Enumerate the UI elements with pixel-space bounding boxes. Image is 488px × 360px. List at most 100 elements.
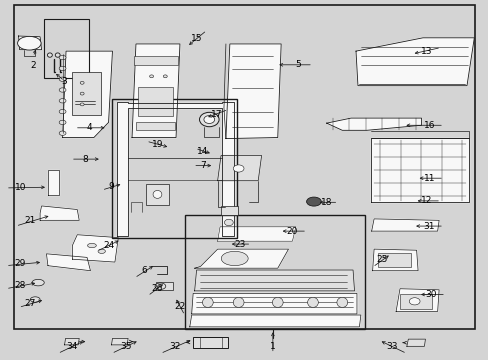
Text: 32: 32 [169,342,181,351]
Ellipse shape [80,81,84,84]
Ellipse shape [18,36,41,50]
Polygon shape [355,38,473,86]
Polygon shape [372,249,417,271]
Text: 24: 24 [102,241,114,250]
Text: 23: 23 [233,240,245,248]
Ellipse shape [202,297,213,307]
Ellipse shape [87,243,96,248]
Text: 20: 20 [286,227,298,236]
Text: 28: 28 [15,281,26,289]
Polygon shape [117,102,233,236]
Polygon shape [46,254,90,271]
Text: 35: 35 [120,342,132,351]
Ellipse shape [306,197,321,206]
Ellipse shape [80,92,84,95]
Polygon shape [326,118,421,130]
Polygon shape [370,138,468,202]
Text: 16: 16 [423,121,434,130]
Bar [138,87,173,116]
Polygon shape [217,227,295,241]
Text: 14: 14 [197,148,208,156]
Bar [145,184,169,205]
Ellipse shape [59,109,66,114]
Text: 19: 19 [152,140,163,149]
Ellipse shape [32,279,44,286]
Ellipse shape [336,297,347,307]
Polygon shape [225,44,281,139]
Text: 30: 30 [425,290,436,299]
Ellipse shape [59,120,66,125]
Ellipse shape [30,297,40,302]
Ellipse shape [80,103,84,106]
Text: 9: 9 [108,182,114,191]
Ellipse shape [408,298,419,305]
Polygon shape [19,36,41,50]
Text: 6: 6 [141,266,147,275]
Polygon shape [189,315,360,327]
Ellipse shape [59,55,66,60]
Text: 4: 4 [86,123,92,132]
Text: 15: 15 [191,34,203,43]
Bar [136,122,175,130]
Text: 11: 11 [423,174,434,183]
Polygon shape [194,270,354,291]
Text: 8: 8 [82,154,88,163]
Text: 27: 27 [24,299,36,307]
Polygon shape [48,170,59,195]
Ellipse shape [307,297,318,307]
Text: 3: 3 [61,77,67,85]
Ellipse shape [55,53,60,57]
Bar [155,282,172,290]
Text: 29: 29 [15,259,26,268]
Polygon shape [194,249,288,268]
Text: 17: 17 [210,110,222,119]
Ellipse shape [233,297,244,307]
Text: 12: 12 [420,197,431,205]
Polygon shape [217,156,261,181]
Ellipse shape [163,75,167,78]
Polygon shape [64,338,79,345]
Ellipse shape [203,116,214,123]
Bar [72,72,101,115]
Polygon shape [371,219,438,231]
Ellipse shape [47,53,52,57]
Polygon shape [72,235,118,262]
Text: 1: 1 [269,342,275,351]
Polygon shape [191,293,356,314]
Polygon shape [40,206,79,220]
Bar [193,337,228,348]
Text: 18: 18 [320,198,332,207]
Text: 2: 2 [30,61,36,70]
Bar [377,253,410,267]
Text: 7: 7 [200,161,205,170]
Text: 5: 5 [295,60,301,69]
Bar [44,19,89,78]
Ellipse shape [233,165,244,172]
Polygon shape [406,339,425,346]
Ellipse shape [98,249,105,253]
Ellipse shape [153,190,162,198]
Ellipse shape [221,251,248,266]
Text: 33: 33 [386,342,397,351]
Text: 25: 25 [376,256,387,264]
Polygon shape [62,51,112,138]
Bar [112,99,237,238]
Text: 21: 21 [24,216,36,225]
Ellipse shape [224,219,233,226]
Ellipse shape [199,112,219,127]
Bar [399,294,431,309]
Text: 34: 34 [66,342,78,351]
Text: 10: 10 [15,184,26,192]
Ellipse shape [59,131,66,135]
Text: 31: 31 [423,222,434,231]
Text: 26: 26 [151,284,163,293]
Polygon shape [111,338,128,345]
Polygon shape [395,289,438,311]
Bar [134,56,177,65]
Text: 13: 13 [420,46,431,55]
Ellipse shape [59,66,66,71]
Polygon shape [132,44,180,138]
Ellipse shape [272,297,283,307]
Ellipse shape [155,283,165,289]
Ellipse shape [59,99,66,103]
